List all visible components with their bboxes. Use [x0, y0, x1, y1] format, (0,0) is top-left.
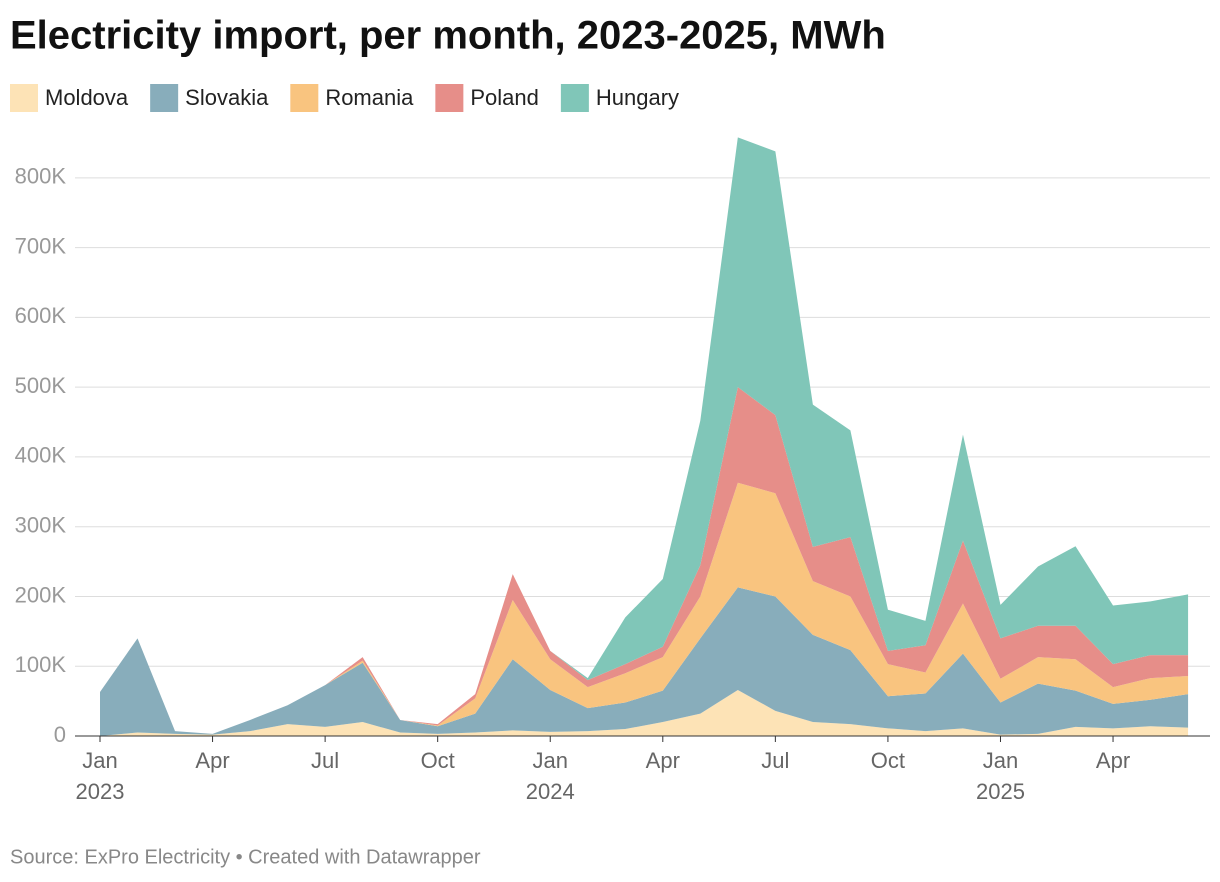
area: [100, 137, 1189, 734]
area: [100, 587, 1189, 736]
y-tick-label: 800K: [15, 164, 67, 189]
x-tick-label-line: 2025: [976, 779, 1025, 804]
legend-swatch: [290, 84, 319, 112]
x-tick-label: Oct: [421, 748, 455, 773]
x-tick-label: Jan 2025: [976, 748, 1025, 804]
x-tick-label-line: 2023: [76, 779, 125, 804]
legend-swatch: [560, 84, 589, 112]
area: [100, 482, 1189, 734]
x-tick-label: Apr: [195, 748, 229, 773]
x-tick-label: Jan 2023: [76, 748, 125, 804]
x-tick-label-line: Jan: [983, 748, 1018, 773]
y-tick-label: 600K: [15, 303, 67, 328]
area: [100, 689, 1189, 736]
y-tick-label: 400K: [15, 443, 67, 468]
legend-swatch: [435, 84, 464, 112]
x-tick-label: Oct: [871, 748, 905, 773]
y-tick-label: 200K: [15, 582, 67, 607]
x-tick-label: Jul: [761, 748, 789, 773]
legend-label: Hungary: [596, 85, 679, 110]
y-tick-label: 0: [54, 722, 66, 747]
x-tick-label-line: Jan: [532, 748, 567, 773]
y-tick-label: 100K: [15, 652, 67, 677]
y-tick-label: 300K: [15, 513, 67, 538]
legend-swatch: [150, 84, 179, 112]
x-tick-label-line: Jan: [82, 748, 117, 773]
legend-label: Romania: [325, 85, 414, 110]
x-tick-label: Apr: [1096, 748, 1130, 773]
legend-label: Slovakia: [185, 85, 269, 110]
y-tick-label: 500K: [15, 373, 67, 398]
x-tick-label: Apr: [646, 748, 680, 773]
y-tick-label: 700K: [15, 233, 67, 258]
legend-label: Moldova: [45, 85, 129, 110]
legend-label: Poland: [470, 85, 539, 110]
x-tick-label: Jul: [311, 748, 339, 773]
x-tick-label-line: 2024: [526, 779, 575, 804]
chart-title: Electricity import, per month, 2023-2025…: [10, 14, 886, 58]
legend-swatch: [10, 84, 38, 112]
x-tick-label: Jan 2024: [526, 748, 575, 804]
source: Source: ExPro Electricity • Created with…: [10, 846, 481, 868]
area: [100, 387, 1189, 734]
